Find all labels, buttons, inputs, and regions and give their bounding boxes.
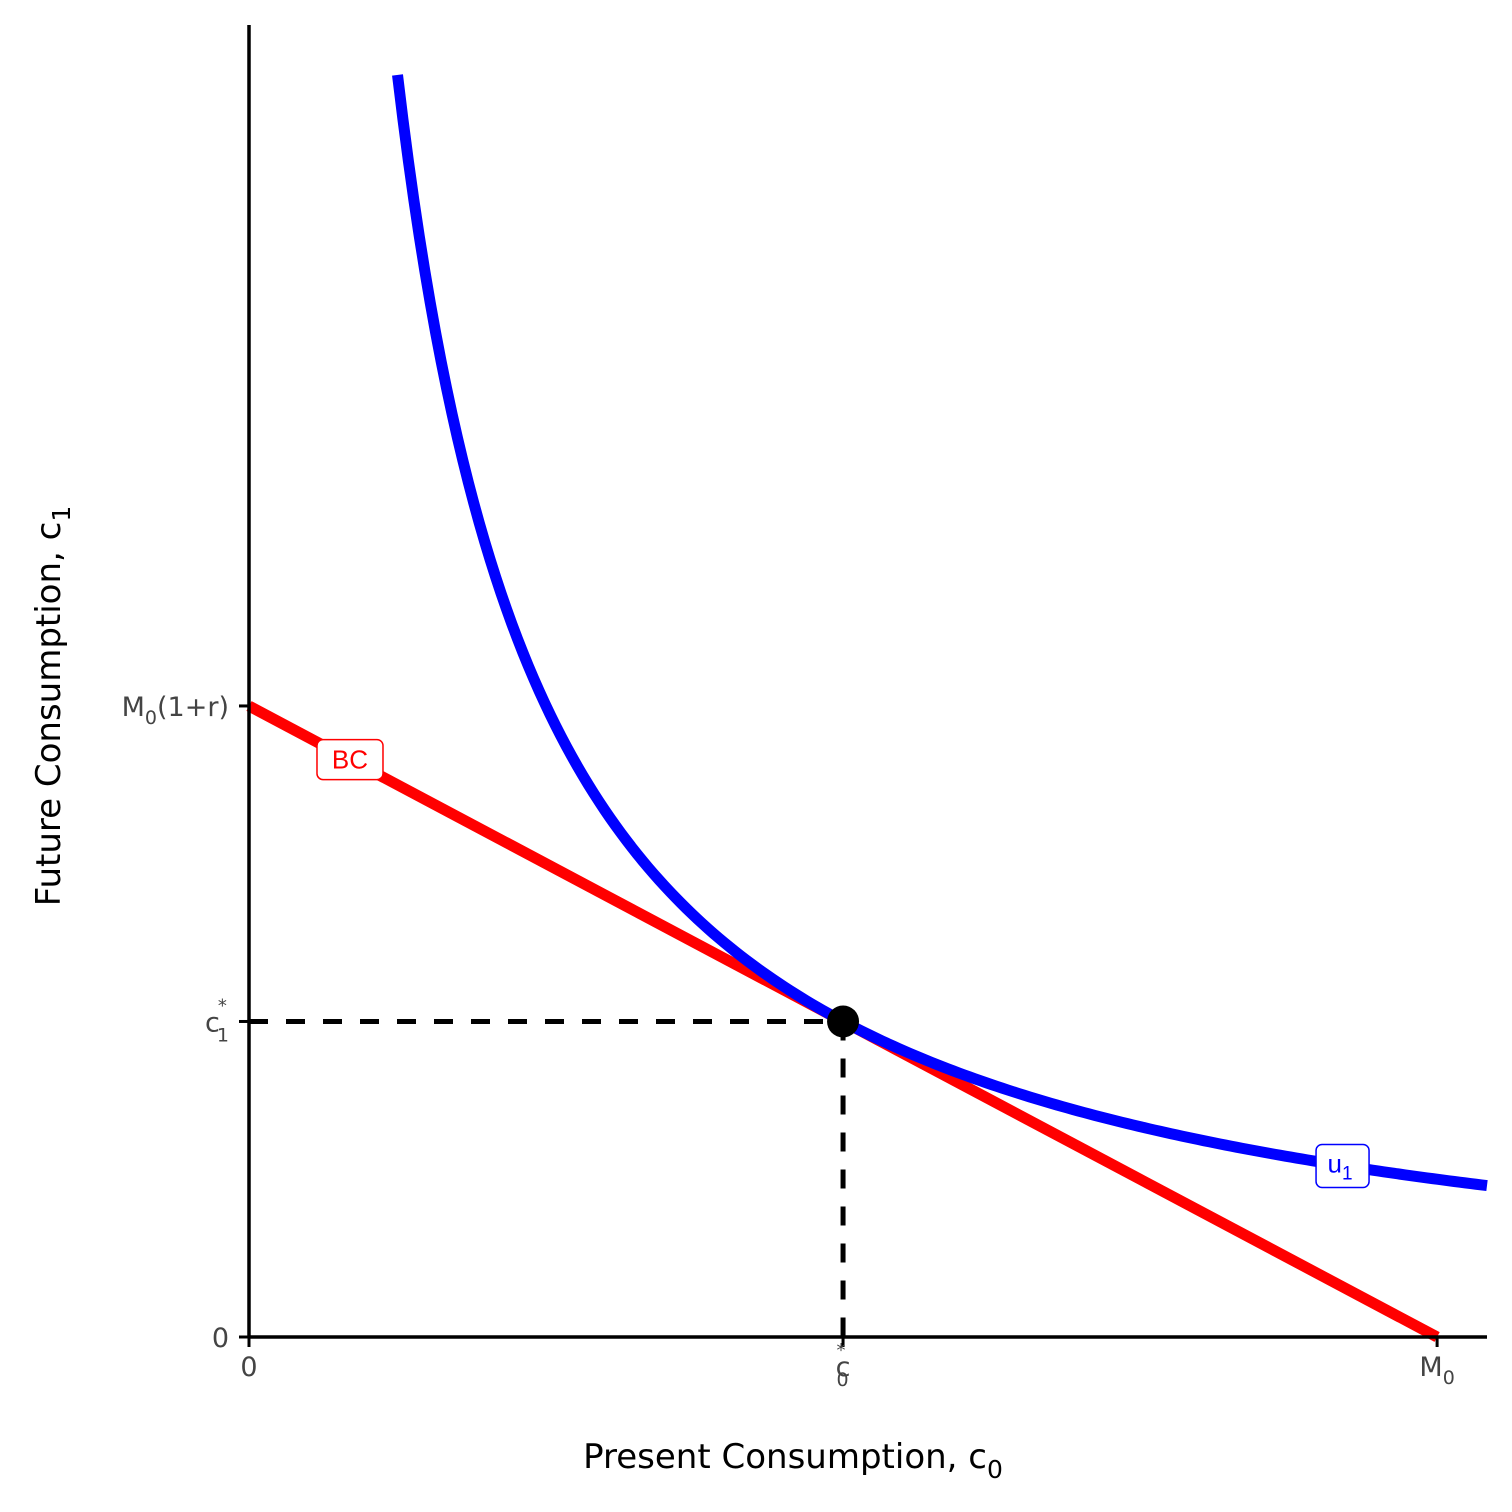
y-tick-label: 0 bbox=[212, 1323, 229, 1354]
y-tick-label-sub: 1 bbox=[217, 1024, 229, 1046]
axes bbox=[247, 25, 1487, 1339]
y-tick-label-main: M bbox=[122, 692, 145, 723]
y-tick-label: M0(1+r) bbox=[122, 692, 229, 729]
u1-label-box bbox=[1315, 1143, 1370, 1189]
u1-label-main: u bbox=[1328, 1149, 1342, 1179]
x-tick-label: M0 bbox=[1419, 1352, 1454, 1389]
plot-marks: BC u1 bbox=[246, 74, 1488, 1342]
x-tick-label-main: c bbox=[836, 1352, 851, 1383]
u1-label: u1 bbox=[1315, 1143, 1370, 1189]
indifference-curve-u1 bbox=[392, 74, 1488, 1192]
y-axis-title: Future Consumption, c1 bbox=[29, 506, 76, 906]
bc-label-text: BC bbox=[332, 745, 368, 775]
bc-label: BC bbox=[316, 738, 384, 781]
x-tick-label: 0 bbox=[240, 1352, 257, 1383]
x-axis-title: Present Consumption, c0 bbox=[583, 1437, 1003, 1484]
u1-label-text: u1 bbox=[1328, 1149, 1353, 1185]
x-tick-label-main: 0 bbox=[240, 1352, 257, 1383]
y-tick-label-main: c bbox=[205, 1007, 220, 1038]
y-tick-label-suffix: (1+r) bbox=[157, 692, 229, 723]
y-tick-label-sup: * bbox=[218, 995, 227, 1016]
bc-label-box bbox=[316, 738, 384, 781]
x-tick-label-main: M bbox=[1419, 1352, 1442, 1383]
y-tick-label-sub: 0 bbox=[145, 707, 157, 729]
x-tick-label: c* 0 bbox=[836, 1340, 851, 1391]
x-tick-label-sub: 0 bbox=[1443, 1367, 1455, 1389]
optimum-point bbox=[827, 1005, 860, 1038]
x-tick-label-sup: * bbox=[836, 1340, 845, 1361]
x-tick-label-sub: 0 bbox=[836, 1369, 848, 1391]
y-tick-label: c* 1 bbox=[205, 995, 229, 1046]
u1-label-sub: 1 bbox=[1342, 1164, 1353, 1185]
y-tick-label-main: 0 bbox=[212, 1323, 229, 1354]
